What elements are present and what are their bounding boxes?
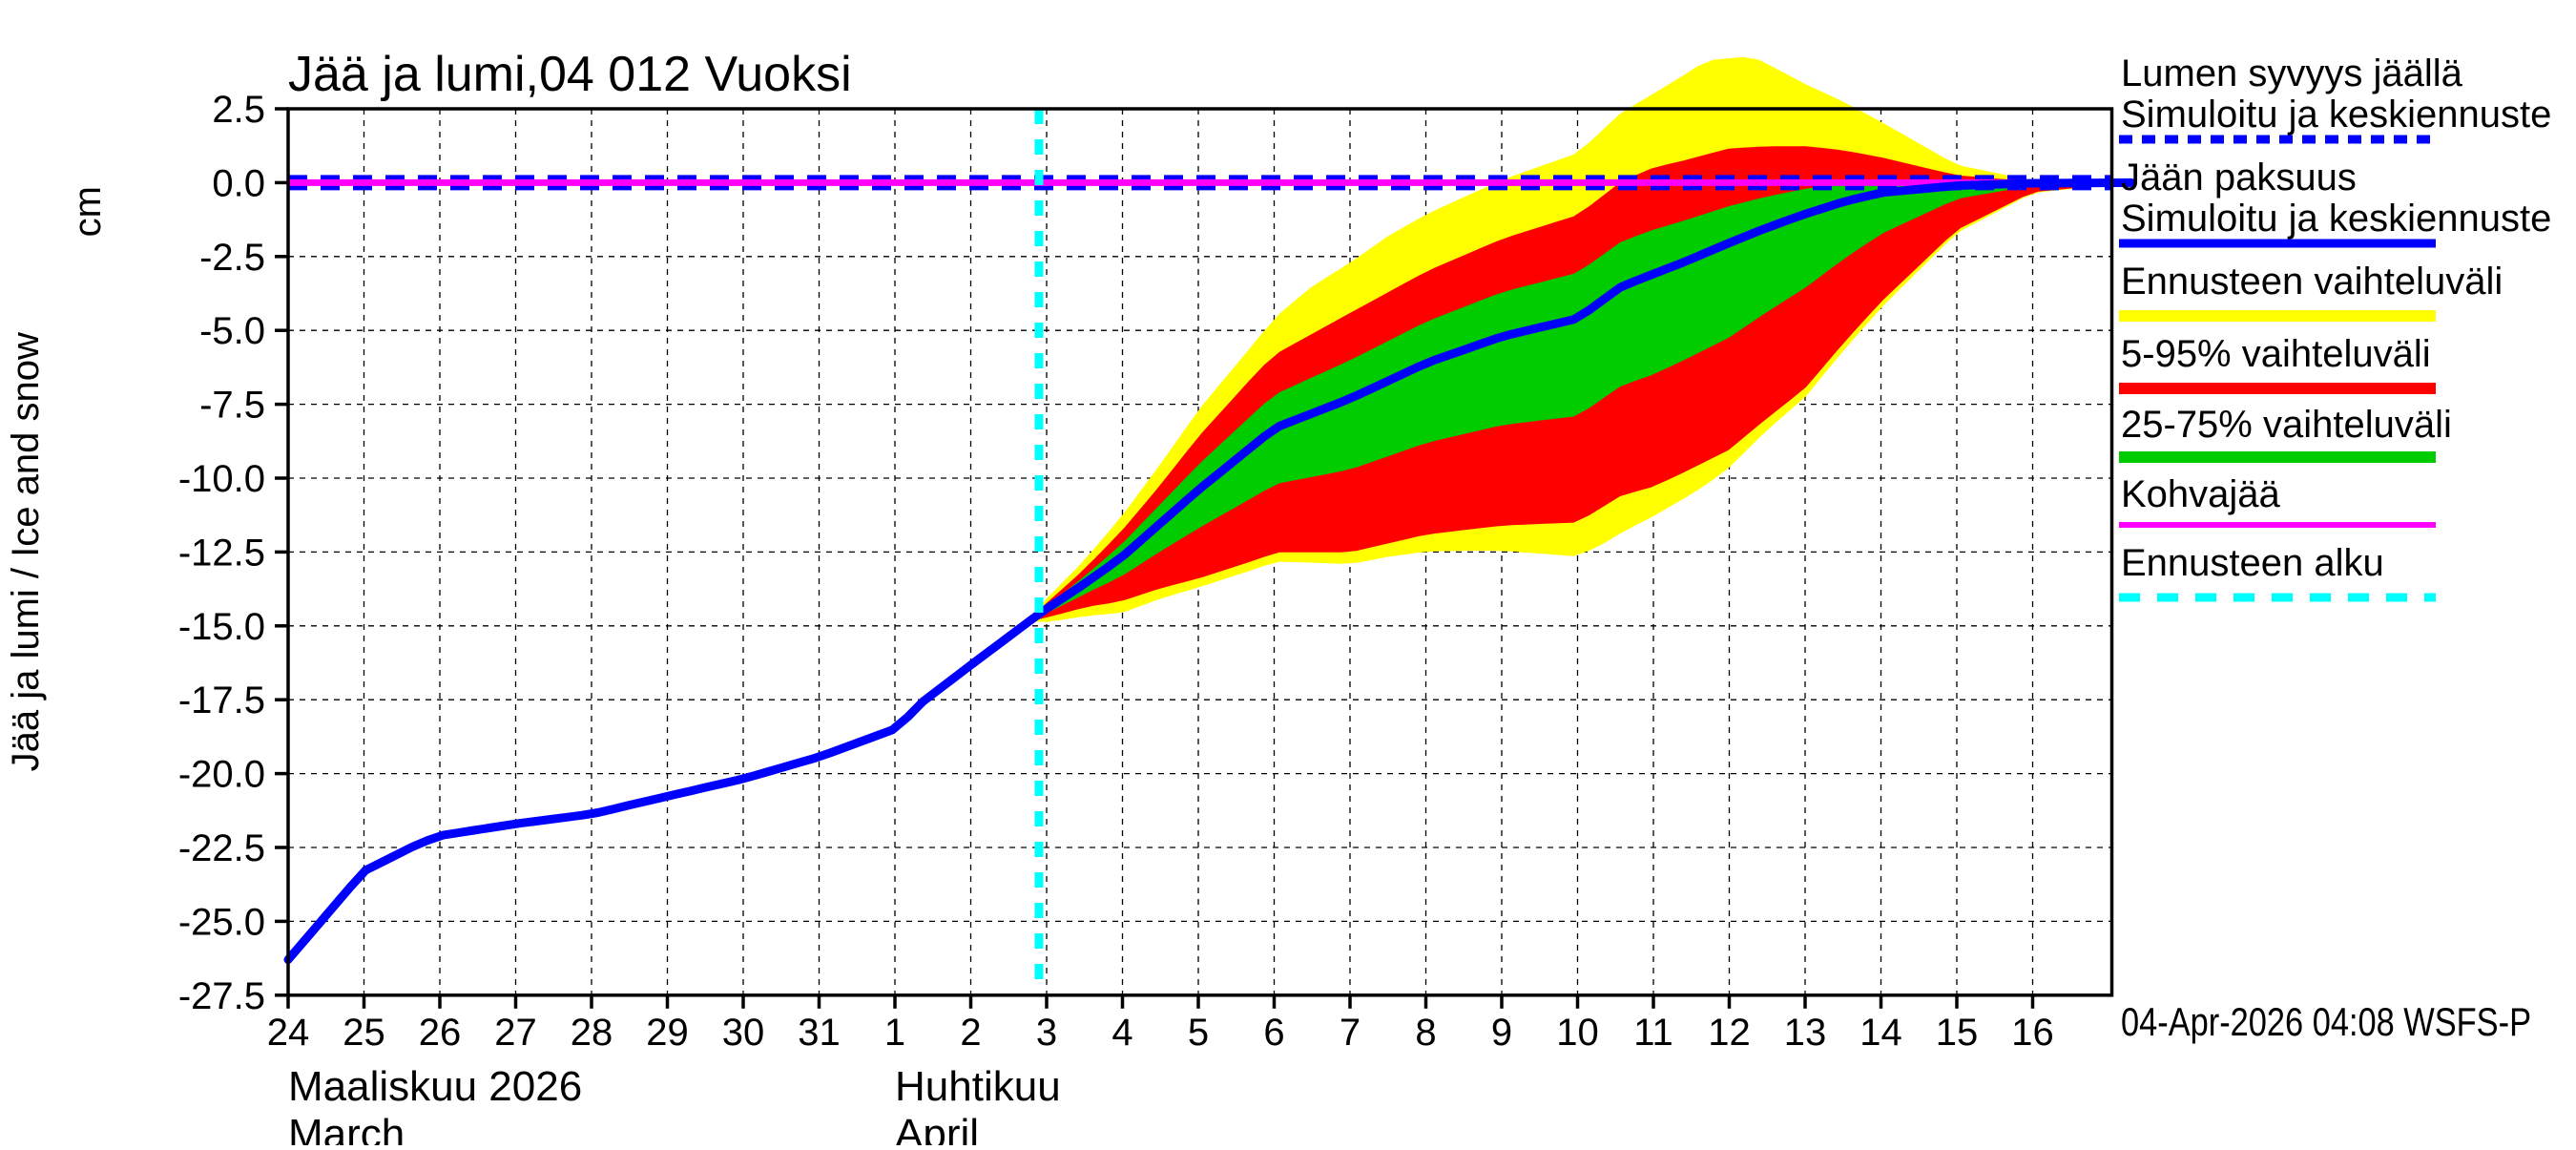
svg-text:8: 8 xyxy=(1415,1012,1436,1054)
svg-text:5: 5 xyxy=(1188,1012,1209,1054)
svg-text:7: 7 xyxy=(1340,1012,1361,1054)
svg-text:9: 9 xyxy=(1491,1012,1512,1054)
svg-text:-22.5: -22.5 xyxy=(178,827,265,869)
svg-text:15: 15 xyxy=(1936,1012,1979,1054)
svg-text:25-75% vaihteluväli: 25-75% vaihteluväli xyxy=(2121,404,2452,446)
svg-text:-7.5: -7.5 xyxy=(199,385,265,427)
svg-text:-25.0: -25.0 xyxy=(178,901,265,943)
svg-text:6: 6 xyxy=(1263,1012,1284,1054)
svg-text:-20.0: -20.0 xyxy=(178,754,265,796)
svg-text:Simuloitu ja keskiennuste: Simuloitu ja keskiennuste xyxy=(2121,94,2551,136)
svg-text:04-Apr-2026 04:08 WSFS-P: 04-Apr-2026 04:08 WSFS-P xyxy=(2121,999,2531,1044)
svg-text:11: 11 xyxy=(1633,1012,1673,1054)
svg-text:2.5: 2.5 xyxy=(212,89,265,131)
svg-text:-5.0: -5.0 xyxy=(199,310,265,352)
svg-text:-27.5: -27.5 xyxy=(178,975,265,1017)
svg-text:Kohvajää: Kohvajää xyxy=(2121,473,2281,515)
svg-text:cm: cm xyxy=(67,186,109,237)
svg-text:-12.5: -12.5 xyxy=(178,532,265,574)
svg-text:2: 2 xyxy=(960,1012,981,1054)
svg-text:14: 14 xyxy=(1859,1012,1902,1054)
svg-text:25: 25 xyxy=(343,1012,385,1054)
svg-text:27: 27 xyxy=(494,1012,537,1054)
svg-text:29: 29 xyxy=(646,1012,689,1054)
svg-text:Simuloitu ja keskiennuste: Simuloitu ja keskiennuste xyxy=(2121,198,2551,240)
svg-text:March: March xyxy=(288,1111,405,1145)
svg-text:24: 24 xyxy=(267,1012,310,1054)
svg-text:30: 30 xyxy=(722,1012,765,1054)
svg-text:Jään paksuus: Jään paksuus xyxy=(2121,157,2357,199)
svg-text:Jää ja lumi,04 012 Vuoksi: Jää ja lumi,04 012 Vuoksi xyxy=(288,47,852,102)
svg-text:Maaliskuu 2026: Maaliskuu 2026 xyxy=(288,1063,582,1110)
svg-text:Jää ja lumi / Ice and snow: Jää ja lumi / Ice and snow xyxy=(5,332,47,771)
svg-text:Huhtikuu: Huhtikuu xyxy=(895,1063,1061,1110)
svg-text:-2.5: -2.5 xyxy=(199,237,265,279)
svg-text:Lumen syvyys jäällä: Lumen syvyys jäällä xyxy=(2121,52,2463,94)
svg-text:10: 10 xyxy=(1556,1012,1599,1054)
svg-text:5-95% vaihteluväli: 5-95% vaihteluväli xyxy=(2121,333,2431,375)
svg-text:3: 3 xyxy=(1036,1012,1057,1054)
svg-text:April: April xyxy=(895,1111,979,1145)
svg-text:28: 28 xyxy=(571,1012,613,1054)
svg-text:31: 31 xyxy=(798,1012,841,1054)
svg-text:-10.0: -10.0 xyxy=(178,458,265,500)
svg-text:26: 26 xyxy=(419,1012,462,1054)
svg-text:1: 1 xyxy=(884,1012,905,1054)
svg-text:Ennusteen vaihteluväli: Ennusteen vaihteluväli xyxy=(2121,261,2503,303)
svg-text:-17.5: -17.5 xyxy=(178,680,265,721)
svg-text:Ennusteen alku: Ennusteen alku xyxy=(2121,542,2384,584)
svg-text:-15.0: -15.0 xyxy=(178,606,265,648)
svg-text:0.0: 0.0 xyxy=(212,162,265,204)
svg-text:4: 4 xyxy=(1111,1012,1132,1054)
svg-text:12: 12 xyxy=(1708,1012,1751,1054)
svg-text:13: 13 xyxy=(1784,1012,1827,1054)
svg-text:16: 16 xyxy=(2011,1012,2054,1054)
